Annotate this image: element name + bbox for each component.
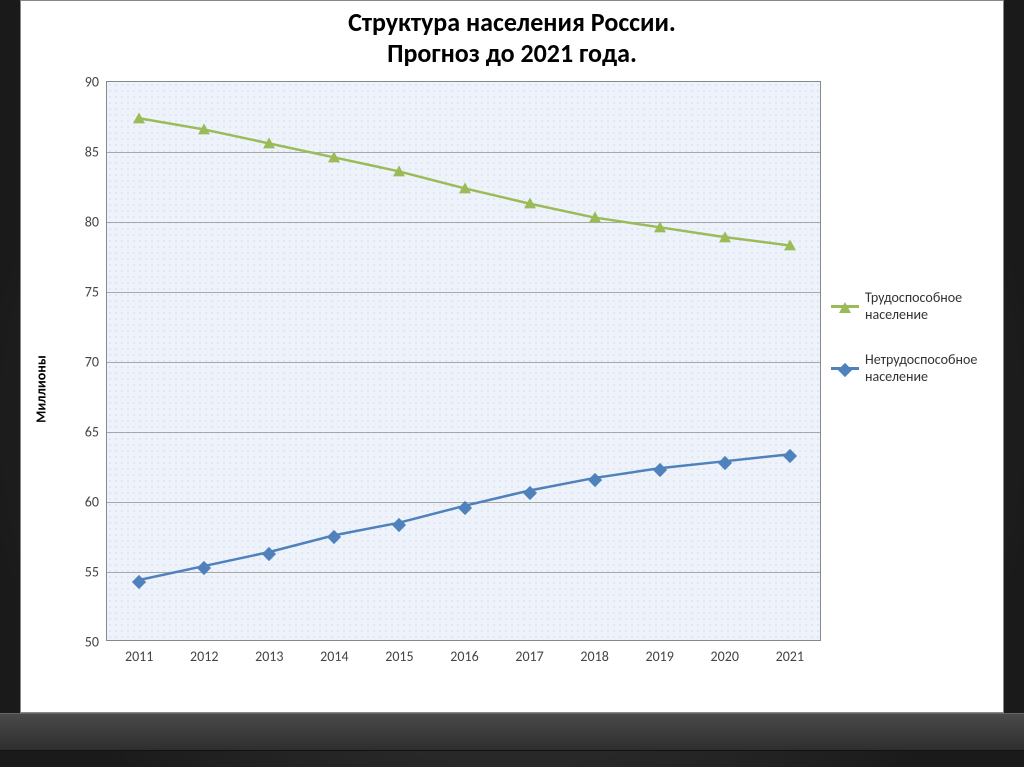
legend-swatch: [831, 305, 859, 308]
x-tick-label: 2015: [385, 640, 413, 665]
x-tick-label: 2013: [255, 640, 283, 665]
slide-background: Структура населения России. Прогноз до 2…: [0, 0, 1024, 767]
chart-title-line2: Прогноз до 2021 года.: [61, 38, 963, 69]
y-tick-label: 80: [85, 214, 107, 231]
slide-bottom-bar: [0, 713, 1024, 751]
x-tick-label: 2014: [320, 640, 348, 665]
y-tick-label: 90: [85, 74, 107, 91]
y-tick-label: 70: [85, 354, 107, 371]
triangle-icon: [839, 302, 851, 313]
legend-item: Трудоспособноенаселение: [831, 289, 977, 323]
diamond-icon: [838, 363, 852, 377]
plot-area: 5055606570758085902011201220132014201520…: [106, 81, 821, 641]
y-tick-label: 65: [85, 424, 107, 441]
legend: Трудоспособноенаселение Нетрудоспособноен…: [831, 289, 977, 413]
series-line: [107, 82, 820, 640]
y-tick-label: 55: [85, 564, 107, 581]
y-tick-label: 50: [85, 634, 107, 651]
x-tick-label: 2017: [515, 640, 543, 665]
legend-swatch: [831, 367, 859, 370]
y-tick-label: 60: [85, 494, 107, 511]
legend-label: Трудоспособноенаселение: [865, 289, 962, 323]
x-tick-label: 2021: [776, 640, 804, 665]
y-tick-label: 75: [85, 284, 107, 301]
x-tick-label: 2020: [711, 640, 739, 665]
y-tick-label: 85: [85, 144, 107, 161]
chart-card: Структура населения России. Прогноз до 2…: [20, 0, 1004, 713]
chart-body: Миллионы 5055606570758085902011201220132…: [21, 69, 1003, 709]
x-tick-label: 2018: [580, 640, 608, 665]
y-axis-title: Миллионы: [33, 356, 50, 424]
legend-item: Нетрудоспособноенаселение: [831, 351, 977, 385]
chart-title-line1: Структура населения России.: [61, 7, 963, 38]
x-tick-label: 2012: [190, 640, 218, 665]
x-tick-label: 2016: [450, 640, 478, 665]
chart-title: Структура населения России. Прогноз до 2…: [21, 1, 1003, 69]
x-tick-label: 2019: [645, 640, 673, 665]
legend-label: Нетрудоспособноенаселение: [865, 351, 977, 385]
x-tick-label: 2011: [125, 640, 153, 665]
